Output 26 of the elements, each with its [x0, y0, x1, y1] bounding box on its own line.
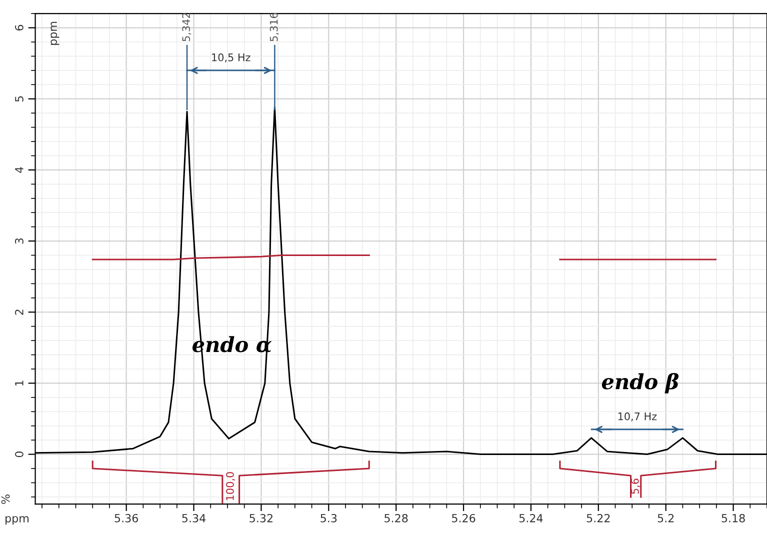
x-tick-label: 5.24	[519, 514, 543, 522]
annotation: 100,0	[226, 472, 235, 500]
x-tick-label: 5.18	[722, 514, 745, 522]
x-tick-label: 5.28	[384, 514, 408, 522]
y-tick-label: 1	[15, 380, 24, 386]
ref-line-label: 5,342	[182, 13, 192, 42]
x-tick-label: 5.22	[586, 514, 610, 522]
y-tick-label: 4	[15, 167, 24, 173]
y-tick-label: 6	[15, 24, 24, 31]
x-tick-label: 5.2	[658, 514, 674, 522]
x-tick-label: 5.36	[114, 514, 138, 522]
y-tick-label: 5	[15, 96, 24, 102]
x-tick-label: 5.3	[320, 514, 337, 522]
annotation: endo β	[602, 373, 679, 394]
annotation: 10,7 Hz	[618, 412, 657, 422]
x-tick-label: 5.34	[182, 514, 206, 522]
annotation: ppm	[50, 22, 60, 45]
x-tick-label: 5.32	[250, 514, 272, 522]
y-axis-title: %	[1, 494, 10, 504]
x-tick-label: 5.26	[452, 514, 476, 522]
ref-line-label: 5,316	[270, 12, 279, 42]
y-tick-label: 2	[15, 310, 24, 315]
annotation: 10,5 Hz	[212, 53, 250, 62]
y-tick-label: 3	[15, 238, 24, 244]
y-tick-label: 0	[15, 452, 24, 458]
x-axis-title: ppm	[6, 516, 29, 525]
